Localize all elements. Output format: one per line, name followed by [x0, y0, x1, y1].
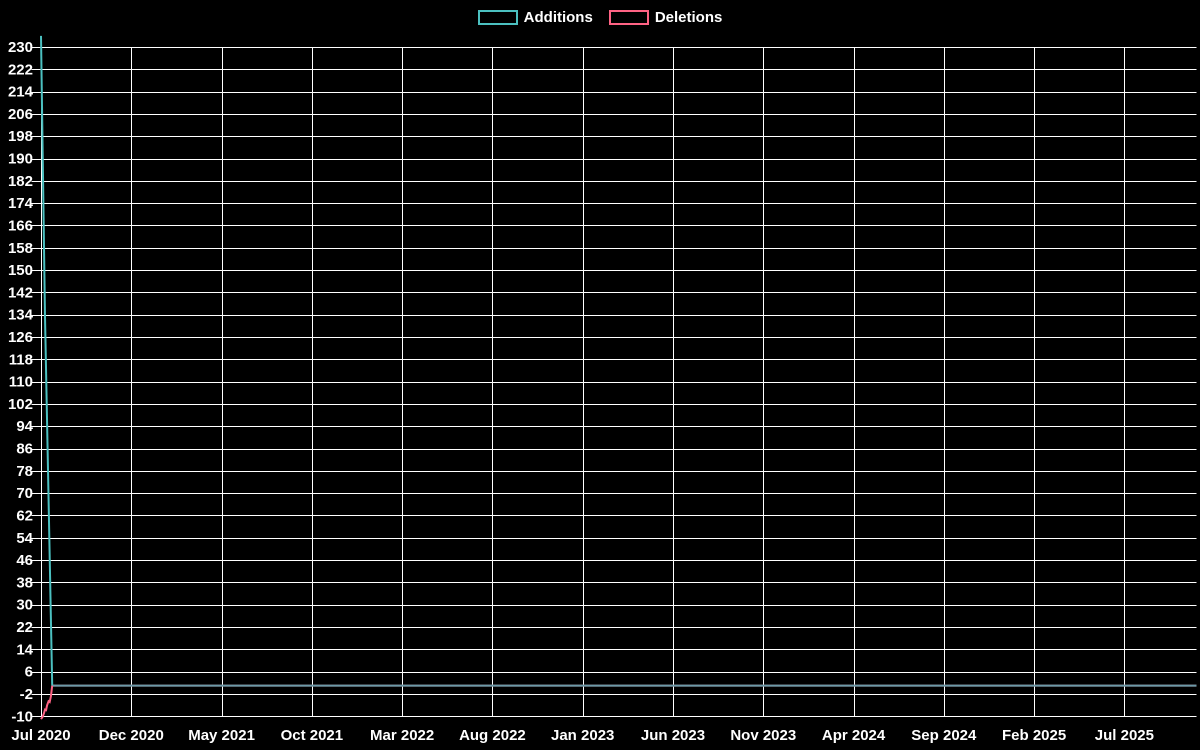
- svg-text:14: 14: [16, 641, 33, 658]
- svg-text:Sep 2024: Sep 2024: [911, 727, 977, 744]
- svg-text:Dec 2020: Dec 2020: [99, 727, 164, 744]
- svg-text:206: 206: [8, 106, 33, 123]
- svg-text:190: 190: [8, 151, 33, 168]
- svg-text:6: 6: [25, 664, 33, 681]
- svg-text:94: 94: [16, 418, 33, 435]
- svg-text:182: 182: [8, 173, 33, 190]
- svg-text:Jul 2020: Jul 2020: [11, 727, 70, 744]
- svg-text:Apr 2024: Apr 2024: [822, 727, 886, 744]
- svg-text:198: 198: [8, 128, 33, 145]
- svg-text:214: 214: [8, 84, 34, 101]
- svg-text:Mar 2022: Mar 2022: [370, 727, 434, 744]
- svg-text:Jun 2023: Jun 2023: [641, 727, 705, 744]
- svg-text:-10: -10: [11, 708, 33, 725]
- svg-text:174: 174: [8, 195, 34, 212]
- svg-text:158: 158: [8, 240, 33, 257]
- svg-text:May 2021: May 2021: [188, 727, 255, 744]
- svg-text:62: 62: [16, 507, 33, 524]
- svg-text:Jul 2025: Jul 2025: [1095, 727, 1154, 744]
- svg-text:134: 134: [8, 307, 34, 324]
- svg-text:Nov 2023: Nov 2023: [730, 727, 796, 744]
- svg-text:78: 78: [16, 463, 33, 480]
- svg-text:54: 54: [16, 530, 33, 547]
- svg-text:126: 126: [8, 329, 33, 346]
- svg-text:118: 118: [9, 351, 33, 368]
- svg-text:70: 70: [16, 485, 33, 502]
- svg-text:Aug 2022: Aug 2022: [459, 727, 526, 744]
- svg-text:Oct 2021: Oct 2021: [281, 727, 344, 744]
- svg-text:86: 86: [16, 441, 33, 458]
- svg-text:102: 102: [8, 396, 33, 413]
- svg-text:150: 150: [8, 262, 33, 279]
- svg-text:222: 222: [8, 61, 33, 78]
- svg-text:46: 46: [16, 552, 33, 569]
- svg-text:38: 38: [16, 574, 33, 591]
- svg-text:-2: -2: [20, 686, 33, 703]
- svg-text:30: 30: [16, 597, 33, 614]
- svg-text:166: 166: [8, 217, 33, 234]
- svg-text:230: 230: [8, 39, 33, 56]
- svg-text:110: 110: [9, 374, 33, 391]
- svg-text:22: 22: [16, 619, 33, 636]
- svg-text:142: 142: [8, 284, 33, 301]
- svg-text:Feb 2025: Feb 2025: [1002, 727, 1066, 744]
- svg-text:Jan 2023: Jan 2023: [551, 727, 614, 744]
